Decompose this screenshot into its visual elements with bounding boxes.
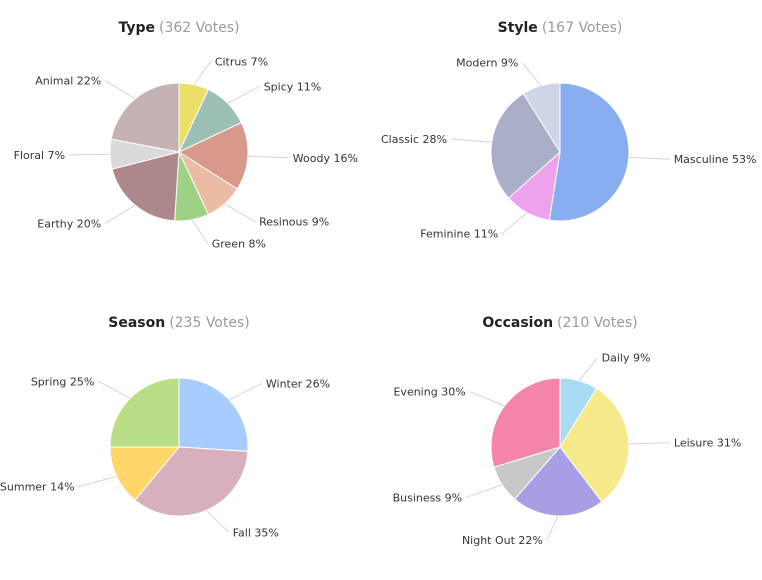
pie-chart-season: Season (235 Votes) Winter 26% Fall 35% Summe… <box>0 315 330 539</box>
leader-line <box>247 155 289 159</box>
slice-label: Animal 22% <box>35 74 101 87</box>
chart-title-text: Type <box>118 20 155 36</box>
chart-title-text: Style <box>498 20 538 36</box>
leader-line <box>224 203 256 223</box>
chart-title-text: Season <box>108 315 165 331</box>
chart-votes-count: (362 Votes) <box>159 20 240 36</box>
leader-line <box>546 515 559 541</box>
chart-title-text: Occasion <box>482 315 553 331</box>
chart-panel-style: Style (167 Votes) Masculine 53% Feminine 11… <box>381 0 762 285</box>
chart-title: Type (362 Votes) <box>118 20 239 36</box>
slice-label: Citrus 7% <box>215 55 268 68</box>
chart-votes-count: (210 Votes) <box>557 315 638 331</box>
leader-line <box>68 153 111 156</box>
leader-line <box>522 62 542 87</box>
leader-line <box>229 382 263 401</box>
slice-label: Daily 9% <box>602 352 651 365</box>
leader-line <box>105 79 136 100</box>
pie-chart-type: Type (362 Votes) Citrus 7% Spicy 11% Woody 1… <box>14 20 358 250</box>
pie-slice-modern[interactable] <box>522 82 561 154</box>
pie-slice-masculine[interactable] <box>548 82 630 222</box>
slice-label: Modern 9% <box>456 57 518 70</box>
leader-line <box>78 475 117 488</box>
leader-line <box>105 204 136 225</box>
slice-label: Woody 16% <box>293 152 358 165</box>
pie-chart-occasion: Occasion (210 Votes) Daily 9% Leisure 31% Ni… <box>393 315 742 547</box>
pie-slice-spring[interactable] <box>109 377 180 448</box>
slice-label: Spring 25% <box>31 375 94 388</box>
slice-label: Evening 30% <box>393 386 465 399</box>
slice-label: Fall 35% <box>233 526 279 539</box>
pie-chart-style: Style (167 Votes) Masculine 53% Feminine 11… <box>381 20 757 241</box>
slice-label: Green 8% <box>212 237 266 250</box>
pie-slice-night-out[interactable] <box>514 446 603 517</box>
slice-label: Leisure 31% <box>674 437 741 450</box>
slice-label: Feminine 11% <box>420 228 498 241</box>
leader-line <box>465 484 503 499</box>
pie-slice-animal[interactable] <box>110 82 180 153</box>
pie-slice-woody[interactable] <box>177 121 249 190</box>
slice-label: Summer 14% <box>0 481 75 494</box>
pie-slice-winter[interactable] <box>178 377 249 452</box>
leader-line <box>469 391 505 407</box>
slice-label: Night Out 22% <box>462 534 543 547</box>
leader-line <box>193 61 212 85</box>
chart-title: Occasion (210 Votes) <box>482 315 637 331</box>
leader-line <box>578 357 598 382</box>
leader-line <box>501 212 528 235</box>
slice-label: Resinous 9% <box>259 216 329 229</box>
chart-panel-type: Type (362 Votes) Citrus 7% Spicy 11% Woody 1… <box>0 0 381 285</box>
leader-line <box>206 509 230 533</box>
pie-slice-summer[interactable] <box>109 446 181 501</box>
pie-slice-evening[interactable] <box>490 377 561 468</box>
leader-line <box>191 219 209 244</box>
chart-title: Style (167 Votes) <box>498 20 623 36</box>
chart-votes-count: (235 Votes) <box>169 315 250 331</box>
slice-label: Classic 28% <box>381 133 447 146</box>
pie-slice-earthy[interactable] <box>111 151 180 222</box>
leader-line <box>628 442 670 445</box>
slice-label: Masculine 53% <box>674 153 757 166</box>
slice-label: Earthy 20% <box>37 218 101 231</box>
slice-label: Spicy 11% <box>264 80 322 93</box>
slice-label: Winter 26% <box>266 377 330 390</box>
slice-label: Business 9% <box>393 492 462 505</box>
leader-line <box>450 138 492 143</box>
chart-panel-season: Season (235 Votes) Winter 26% Fall 35% Summe… <box>0 295 381 580</box>
leader-line <box>628 156 670 160</box>
chart-panel-occasion: Occasion (210 Votes) Daily 9% Leisure 31% Ni… <box>381 295 762 580</box>
chart-title: Season (235 Votes) <box>108 315 250 331</box>
leader-line <box>98 380 131 399</box>
chart-votes-count: (167 Votes) <box>542 20 623 36</box>
slice-label: Floral 7% <box>14 149 65 162</box>
leader-line <box>227 85 260 104</box>
